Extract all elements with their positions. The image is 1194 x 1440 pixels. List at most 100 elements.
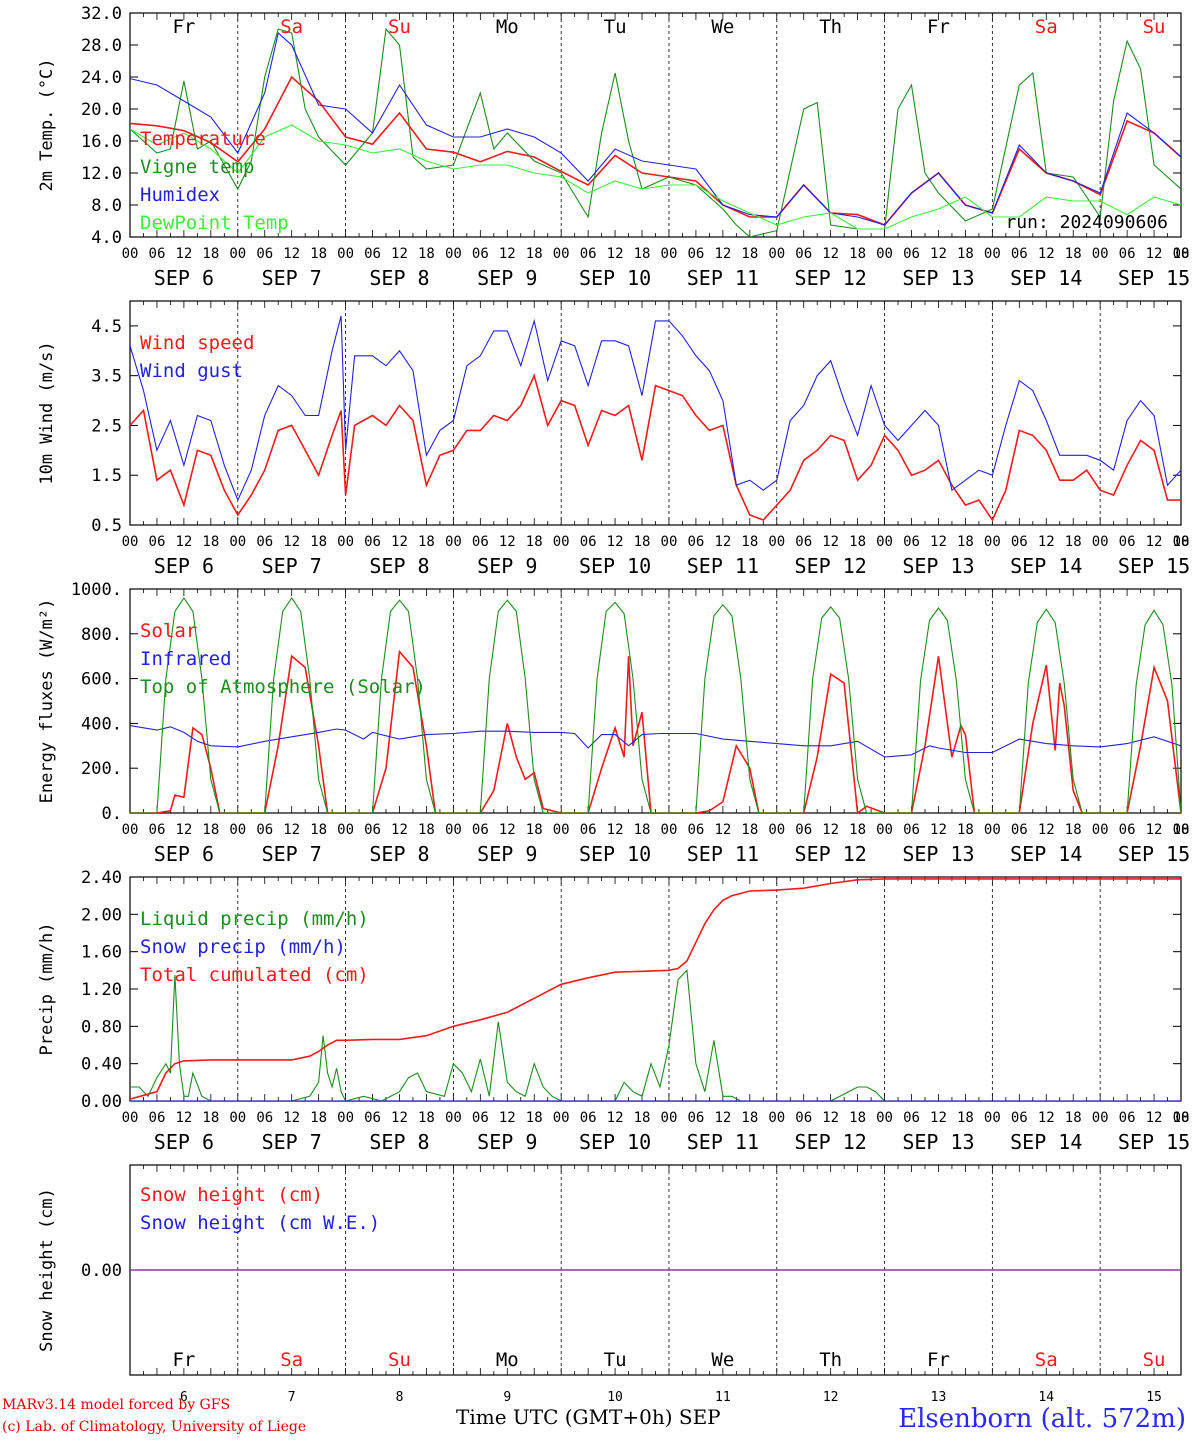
weekday-label-top: Sa — [280, 16, 303, 38]
hour-tick-label: 06 — [1119, 246, 1136, 262]
hour-tick-label: 12 — [283, 1110, 300, 1126]
y-tick-label: 0.40 — [81, 1055, 122, 1075]
hour-tick-label: 06 — [472, 1110, 489, 1126]
hour-tick-label: 00 — [1173, 246, 1190, 262]
legend-entry: DewPoint Temp — [140, 212, 289, 234]
weekday-label-bottom: Sa — [280, 1349, 303, 1371]
run-label: run: 2024090606 — [1005, 212, 1168, 233]
date-label: SEP 11 — [687, 1130, 759, 1154]
date-label: SEP 14 — [1010, 554, 1082, 578]
hour-tick-label: 00 — [768, 1110, 785, 1126]
weekday-label-top: Fr — [927, 16, 950, 38]
hour-tick-label: 00 — [876, 822, 893, 838]
hour-tick-label: 00 — [1092, 534, 1109, 550]
hour-tick-label: 06 — [256, 822, 273, 838]
hour-tick-label: 18 — [310, 1110, 327, 1126]
date-label: SEP 11 — [687, 266, 759, 290]
date-label: SEP 12 — [795, 554, 867, 578]
hour-tick-label: 18 — [418, 822, 435, 838]
hour-tick-label: 00 — [768, 822, 785, 838]
date-label: SEP 10 — [579, 266, 651, 290]
date-label: SEP 15 — [1118, 266, 1190, 290]
hour-tick-label: 06 — [903, 534, 920, 550]
weekday-label-top: Su — [1143, 16, 1166, 38]
y-tick-label: 8.0 — [91, 196, 122, 216]
date-label: SEP 13 — [902, 842, 974, 866]
hour-tick-label: 12 — [822, 1110, 839, 1126]
plot-frame — [129, 588, 1182, 814]
hour-tick-label: 18 — [1173, 1110, 1190, 1126]
hour-tick-label: 12 — [1038, 822, 1055, 838]
hour-tick-label: 12 — [714, 822, 731, 838]
hour-tick-label: 00 — [984, 246, 1001, 262]
hour-tick-label: 06 — [580, 822, 597, 838]
weekday-label-bottom: Fr — [172, 1349, 195, 1371]
hour-tick-label: 12 — [391, 246, 408, 262]
credit-model: MARv3.14 model forced by GFS — [2, 1397, 231, 1413]
y-tick-label: 2.00 — [81, 905, 122, 925]
y-axis-label: 10m Wind (m/s) — [37, 341, 57, 484]
date-label: SEP 12 — [795, 842, 867, 866]
hour-tick-label: 06 — [795, 822, 812, 838]
hour-tick-label: 00 — [661, 822, 678, 838]
legend-entry: Liquid precip (mm/h) — [140, 908, 369, 930]
y-tick-label: 1.60 — [81, 943, 122, 963]
plot-frame — [129, 12, 1182, 238]
hour-tick-label: 12 — [607, 1110, 624, 1126]
hour-tick-label: 00 — [1173, 822, 1190, 838]
hour-tick-label: 12 — [391, 534, 408, 550]
hour-tick-label: 18 — [418, 534, 435, 550]
hour-tick-label: 12 — [499, 822, 516, 838]
weekday-label-top: Th — [819, 16, 842, 38]
weekday-label-top: Mo — [496, 16, 519, 38]
hour-tick-label: 00 — [661, 246, 678, 262]
weekday-label-top: Tu — [604, 16, 627, 38]
date-label: SEP 8 — [369, 842, 429, 866]
hour-tick-label: 18 — [1065, 246, 1082, 262]
hour-tick-label: 00 — [337, 822, 354, 838]
hour-tick-label: 12 — [822, 246, 839, 262]
day-number-label: 13 — [931, 1390, 947, 1405]
date-label: SEP 11 — [687, 842, 759, 866]
date-label: SEP 8 — [369, 1130, 429, 1154]
hour-tick-label: 06 — [1119, 822, 1136, 838]
y-tick-label: 24.0 — [81, 68, 122, 88]
date-label: SEP 8 — [369, 266, 429, 290]
hour-tick-label: 18 — [418, 246, 435, 262]
day-number-label: 12 — [823, 1390, 839, 1405]
hour-tick-label: 06 — [364, 534, 381, 550]
hour-tick-label: 00 — [122, 822, 139, 838]
hour-tick-label: 12 — [1038, 246, 1055, 262]
hour-tick-label: 00 — [876, 1110, 893, 1126]
panel-5: 0.00 Snow height (cm) Snow height (cm) Snow… — [37, 1164, 1182, 1376]
hour-tick-label: 12 — [607, 534, 624, 550]
hour-tick-label: 12 — [822, 822, 839, 838]
hour-tick-label: 12 — [499, 246, 516, 262]
series-line-top-of-atmosphere-solar- — [130, 597, 1181, 813]
hour-tick-label: 06 — [1011, 822, 1028, 838]
hour-tick-label: 06 — [149, 246, 166, 262]
hour-tick-label: 06 — [364, 246, 381, 262]
date-label: SEP 6 — [154, 266, 214, 290]
hour-tick-label: 12 — [714, 534, 731, 550]
hour-tick-label: 18 — [202, 534, 219, 550]
y-axis-label: Precip (mm/h) — [37, 922, 57, 1055]
y-tick-label: 800. — [81, 625, 122, 645]
hour-tick-label: 12 — [499, 534, 516, 550]
y-tick-label: 32.0 — [81, 4, 122, 24]
hour-tick-label: 00 — [876, 246, 893, 262]
panel-1: 4.0 8.0 12.0 16.0 20.0 24.0 28.0 32.0 2m Temp. (… — [37, 4, 1190, 290]
hour-tick-label: 00 — [553, 1110, 570, 1126]
hour-tick-label: 18 — [1173, 534, 1190, 550]
hour-tick-label: 00 — [445, 534, 462, 550]
legend-entry: Top of Atmosphere (Solar) — [140, 676, 426, 698]
hour-tick-label: 18 — [634, 822, 651, 838]
hour-tick-label: 00 — [661, 1110, 678, 1126]
y-axis-label: Snow height (cm) — [37, 1188, 57, 1352]
hour-tick-label: 18 — [849, 246, 866, 262]
hour-tick-label: 18 — [634, 534, 651, 550]
hour-tick-label: 06 — [903, 1110, 920, 1126]
credit-lab: (c) Lab. of Climatology, University of L… — [2, 1419, 307, 1435]
weekday-label-top: Fr — [172, 16, 195, 38]
